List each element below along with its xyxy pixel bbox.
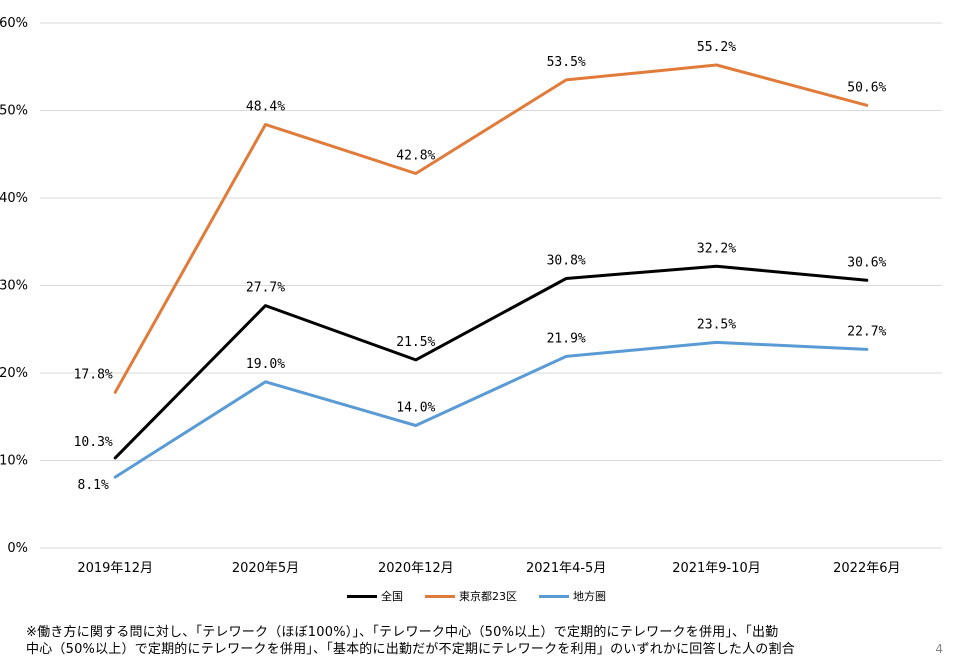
line-chart: 0% 10% 20% 30% 40% 50% 60% 2019年12月 2020年5月 2020…	[0, 16, 942, 576]
legend: 全国 東京都23区 地方圏	[0, 588, 953, 604]
legend-label-tokyo23: 東京都23区	[459, 590, 517, 603]
footnote: ※働き方に関する問に対し、「テレワーク（ほぼ100%）」、「テレワーク中心（50…	[26, 624, 916, 658]
y-tick-label: 10%	[0, 454, 28, 469]
data-label: 32.2%	[697, 241, 736, 256]
y-tick-label: 20%	[0, 366, 28, 381]
legend-item-national: 全国	[347, 588, 403, 604]
legend-swatch-regional	[539, 594, 569, 598]
legend-swatch-tokyo23	[425, 594, 455, 598]
series-lines	[113, 63, 869, 479]
data-label: 30.8%	[547, 254, 586, 269]
data-label: 50.6%	[847, 80, 886, 95]
series-line	[113, 340, 869, 479]
legend-label-regional: 地方圏	[573, 590, 606, 603]
x-tick-label: 2020年12月	[378, 561, 454, 576]
footnote-line-1: ※働き方に関する問に対し、「テレワーク（ほぼ100%）」、「テレワーク中心（50…	[26, 625, 779, 640]
legend-item-regional: 地方圏	[539, 588, 606, 604]
data-labels: 10.3% 27.7% 21.5% 30.8% 32.2% 30.6% 17.8% 48.4%…	[74, 40, 887, 493]
x-tick-label: 2019年12月	[77, 561, 153, 576]
y-tick-label: 40%	[0, 191, 28, 206]
data-label: 53.5%	[547, 55, 586, 70]
x-tick-label: 2021年4-5月	[526, 561, 606, 576]
legend-item-tokyo23: 東京都23区	[425, 588, 517, 604]
x-axis-ticks: 2019年12月 2020年5月 2020年12月 2021年4-5月 2021年9-1…	[77, 561, 900, 576]
data-label: 10.3%	[74, 435, 113, 450]
x-tick-label: 2022年6月	[833, 561, 900, 576]
legend-label-national: 全国	[381, 590, 403, 603]
data-label: 27.7%	[246, 281, 285, 296]
legend-swatch-national	[347, 594, 377, 598]
data-label: 19.0%	[246, 357, 285, 372]
data-label: 17.8%	[74, 367, 113, 382]
data-label: 48.4%	[246, 100, 285, 115]
y-tick-label: 60%	[0, 16, 28, 31]
grid	[40, 22, 942, 549]
data-label: 21.5%	[396, 335, 435, 350]
data-label: 14.0%	[396, 401, 435, 416]
data-label: 22.7%	[847, 324, 886, 339]
data-label: 23.5%	[697, 317, 736, 332]
data-label: 21.9%	[547, 331, 586, 346]
y-tick-label: 30%	[0, 279, 28, 294]
data-label: 55.2%	[697, 40, 736, 55]
y-axis-ticks: 0% 10% 20% 30% 40% 50% 60%	[0, 16, 28, 556]
series-line	[113, 264, 869, 460]
y-tick-label: 0%	[7, 541, 28, 556]
data-label: 42.8%	[396, 149, 435, 164]
data-label: 8.1%	[78, 478, 109, 493]
data-label: 30.6%	[847, 255, 886, 270]
x-tick-label: 2020年5月	[232, 561, 299, 576]
footnote-line-2: 中心（50%以上）で定期的にテレワークを併用」、「基本的に出勤だが不定期にテレワ…	[26, 642, 795, 657]
x-tick-label: 2021年9-10月	[672, 561, 761, 576]
y-tick-label: 50%	[0, 104, 28, 119]
series-line	[113, 63, 869, 394]
page-number: 4	[935, 642, 943, 656]
